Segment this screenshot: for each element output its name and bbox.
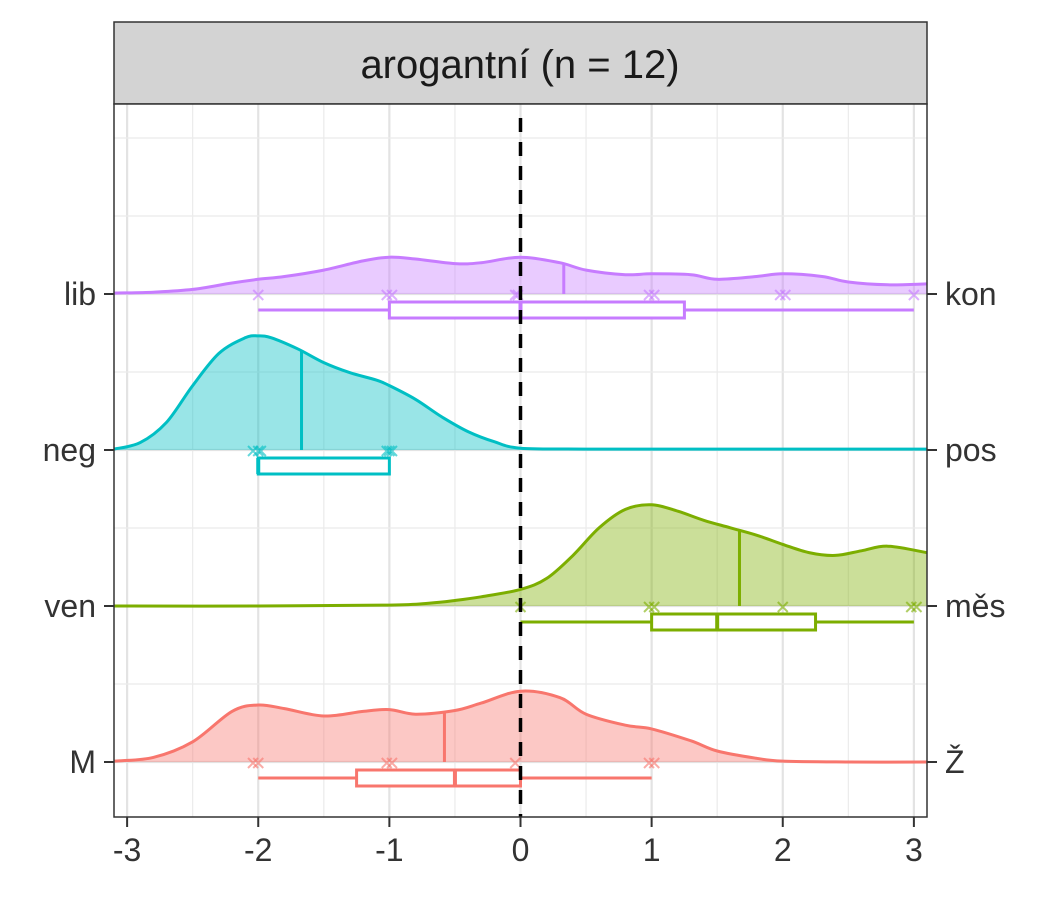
density-line — [113, 503, 928, 608]
data-point-stroke — [908, 289, 920, 301]
box — [387, 300, 686, 320]
data-point-stroke — [252, 289, 264, 301]
data-point — [905, 601, 917, 613]
data-point — [381, 445, 393, 457]
data-point — [252, 757, 264, 769]
data-point — [386, 757, 398, 769]
data-point — [648, 757, 660, 769]
data-point — [908, 289, 920, 301]
density-area — [114, 504, 927, 607]
x-tick-label: 1 — [643, 832, 661, 868]
x-tick-label: 2 — [774, 832, 792, 868]
x-tick-label: 0 — [512, 832, 530, 868]
data-point-stroke — [774, 289, 786, 301]
data-point — [252, 445, 264, 457]
data-point-stroke — [643, 757, 655, 769]
data-point — [643, 289, 655, 301]
data-point — [648, 289, 660, 301]
x-tick-label: -2 — [244, 832, 272, 868]
data-point — [386, 445, 398, 457]
data-point — [779, 289, 792, 301]
density-line — [113, 255, 928, 295]
data-point-stroke — [383, 445, 396, 457]
box — [650, 612, 818, 632]
data-point-stroke — [779, 289, 792, 301]
right-category-label: pos — [945, 432, 997, 468]
x-tick-label: -1 — [375, 832, 403, 868]
data-point-stroke — [509, 757, 521, 769]
data-point — [643, 757, 655, 769]
data-point-stroke — [386, 289, 398, 301]
data-point — [509, 289, 521, 301]
x-tick-label: -3 — [113, 832, 141, 868]
box — [355, 768, 522, 788]
density-line — [113, 334, 927, 451]
right-category-label: měs — [945, 588, 1005, 624]
data-point — [255, 445, 267, 457]
data-point-stroke — [643, 289, 655, 301]
data-point-stroke — [381, 445, 393, 457]
data-point-stroke — [509, 289, 521, 301]
data-point-stroke — [777, 601, 789, 613]
right-axis: kon pos měs Ž — [927, 276, 1005, 780]
data-point — [509, 757, 521, 769]
data-point-stroke — [381, 289, 393, 301]
data-point — [247, 757, 259, 769]
density-line — [113, 689, 928, 764]
data-point — [910, 601, 923, 613]
facet-title: arogantní (n = 12) — [360, 43, 679, 87]
data-point — [381, 757, 393, 769]
box — [256, 456, 391, 476]
data-point-stroke — [386, 757, 398, 769]
right-category-label: Ž — [945, 744, 965, 780]
data-point-stroke — [648, 601, 660, 613]
right-category-label: kon — [945, 276, 997, 312]
facet-strip — [113, 21, 928, 105]
data-point — [648, 601, 660, 613]
data-point — [386, 289, 398, 301]
x-axis: -3 -2 -1 0 1 2 3 — [113, 817, 923, 868]
data-point — [774, 289, 786, 301]
data-point-stroke — [648, 289, 660, 301]
left-category-label: neg — [43, 432, 96, 468]
data-point-stroke — [381, 757, 393, 769]
data-point-stroke — [252, 757, 264, 769]
data-point-stroke — [255, 445, 267, 457]
density-area — [114, 335, 927, 450]
data-point — [381, 289, 393, 301]
left-category-label: M — [69, 744, 96, 780]
data-point-stroke — [910, 601, 923, 613]
left-axis: lib neg ven M — [43, 276, 114, 780]
data-point-stroke — [905, 601, 917, 613]
data-point — [383, 445, 396, 457]
data-point-stroke — [247, 757, 259, 769]
data-point-stroke — [648, 757, 660, 769]
data-point-stroke — [386, 445, 398, 457]
data-point — [252, 289, 264, 301]
left-category-label: lib — [64, 276, 96, 312]
x-tick-label: 3 — [905, 832, 923, 868]
left-category-label: ven — [44, 588, 96, 624]
data-point — [777, 601, 789, 613]
boxplots — [256, 300, 914, 788]
data-point — [643, 601, 655, 613]
data-point-stroke — [643, 601, 655, 613]
data-point-stroke — [252, 445, 264, 457]
